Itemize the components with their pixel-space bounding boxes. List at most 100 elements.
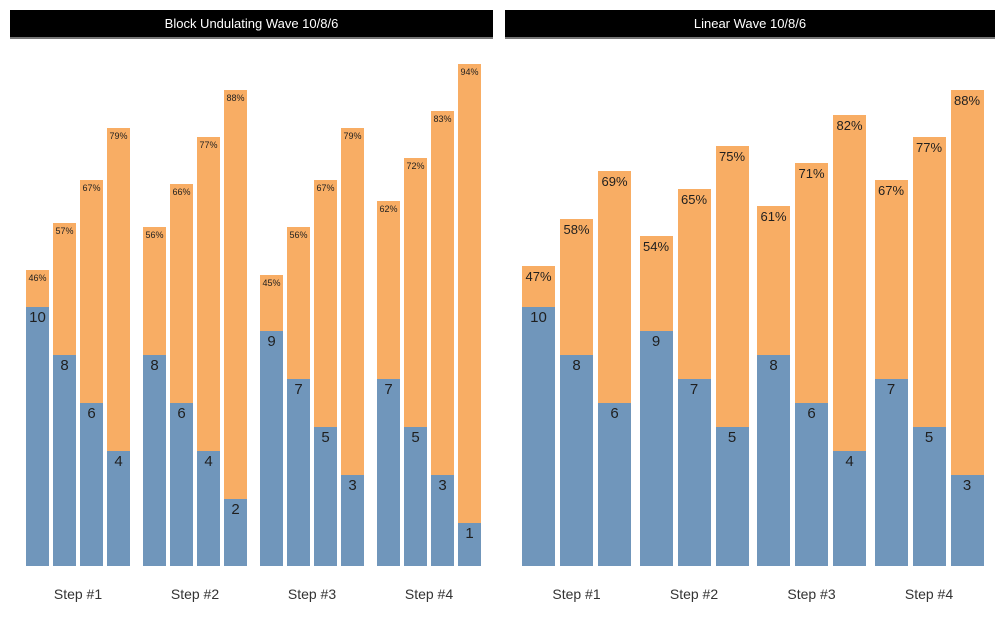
bar-top-segment: 79% xyxy=(341,128,364,475)
pct-label: 66% xyxy=(172,187,191,198)
pct-label: 56% xyxy=(145,230,164,241)
pct-label: 47% xyxy=(525,268,552,284)
pct-label: 67% xyxy=(82,182,101,193)
bar-bottom-segment: 7 xyxy=(874,379,908,566)
bar-top-segment: 45% xyxy=(260,274,283,331)
pct-label: 67% xyxy=(316,182,335,193)
chart-panel-block-undulating-wave: Block Undulating Wave 10/8/6 46% 10 57% 8 67… xyxy=(10,0,493,618)
pct-label: 65% xyxy=(680,191,708,207)
pct-label: 79% xyxy=(343,131,362,142)
bar-bottom-segment: 7 xyxy=(377,379,400,566)
pct-label: 77% xyxy=(199,139,218,150)
reps-label: 6 xyxy=(87,405,96,422)
pct-label: 67% xyxy=(877,182,905,198)
bar-bottom-segment: 5 xyxy=(912,427,946,566)
bar-top-segment: 88% xyxy=(224,89,247,499)
bar-top-segment: 75% xyxy=(715,145,749,427)
bar-bottom-segment: 8 xyxy=(53,355,76,566)
x-axis-step-label: Step #4 xyxy=(404,586,454,602)
bar-top-segment: 67% xyxy=(314,179,337,427)
bar-top-segment: 61% xyxy=(757,205,790,355)
bar-bottom-segment: 6 xyxy=(598,403,631,566)
pct-label: 71% xyxy=(798,165,825,181)
reps-label: 8 xyxy=(769,357,778,374)
pct-label: 62% xyxy=(379,204,398,215)
bar-bottom-segment: 10 xyxy=(26,307,49,566)
bar-bottom-segment: 2 xyxy=(224,499,247,566)
pct-label: 82% xyxy=(836,118,863,134)
bar-bottom-segment: 5 xyxy=(404,427,427,566)
reps-label: 7 xyxy=(689,381,699,398)
x-axis-step-label: Step #2 xyxy=(669,586,719,602)
pct-label: 56% xyxy=(289,230,308,241)
bar-top-segment: 67% xyxy=(80,179,103,403)
bar-bottom-segment: 8 xyxy=(143,355,166,566)
bar-bottom-segment: 9 xyxy=(260,331,283,566)
pct-label: 58% xyxy=(563,221,590,237)
bar-bottom-segment: 10 xyxy=(522,307,555,566)
pct-label: 77% xyxy=(915,139,943,155)
reps-label: 4 xyxy=(845,453,854,470)
pct-label: 94% xyxy=(460,66,479,77)
bar-top-segment: 62% xyxy=(377,201,400,379)
reps-label: 7 xyxy=(886,381,896,398)
chart-title-bar: Linear Wave 10/8/6 xyxy=(505,10,995,39)
reps-label: 8 xyxy=(150,357,159,374)
pct-label: 45% xyxy=(262,277,281,288)
reps-label: 9 xyxy=(267,333,276,350)
reps-label: 8 xyxy=(60,357,69,374)
bar-top-segment: 71% xyxy=(795,162,828,403)
reps-label: 5 xyxy=(924,429,934,446)
pct-label: 88% xyxy=(953,92,981,108)
bar-bottom-segment: 3 xyxy=(431,475,454,566)
reps-label: 10 xyxy=(29,309,46,326)
x-axis-step-label: Step #3 xyxy=(787,586,836,602)
bar-top-segment: 54% xyxy=(639,235,673,331)
x-axis-step-label: Step #3 xyxy=(287,586,337,602)
reps-label: 5 xyxy=(411,429,420,446)
bar-top-segment: 65% xyxy=(677,188,711,379)
pct-label: 54% xyxy=(642,238,670,254)
x-axis-step-label: Step #4 xyxy=(904,586,954,602)
plot-area-linear-wave: 47% 10 58% 8 69% 6 Step #1 54% 9 65% 7 75% 5 Step #2 6… xyxy=(505,0,995,618)
pct-label: 61% xyxy=(760,208,787,224)
bar-bottom-segment: 4 xyxy=(107,451,130,566)
bar-top-segment: 77% xyxy=(912,136,946,427)
pct-label: 46% xyxy=(28,273,47,284)
bar-bottom-segment: 9 xyxy=(639,331,673,566)
pct-label: 69% xyxy=(601,174,628,190)
reps-label: 6 xyxy=(610,405,619,422)
bar-bottom-segment: 6 xyxy=(795,403,828,566)
pct-label: 75% xyxy=(718,148,746,164)
reps-label: 3 xyxy=(438,477,447,494)
reps-label: 5 xyxy=(321,429,330,446)
bar-top-segment: 66% xyxy=(170,184,193,403)
reps-label: 5 xyxy=(727,429,737,446)
bar-top-segment: 88% xyxy=(950,89,984,475)
pct-label: 79% xyxy=(109,131,128,142)
x-axis-step-label: Step #2 xyxy=(170,586,220,602)
reps-label: 6 xyxy=(807,405,816,422)
bar-bottom-segment: 7 xyxy=(677,379,711,566)
bar-top-segment: 69% xyxy=(598,171,631,403)
bar-bottom-segment: 3 xyxy=(950,475,984,566)
reps-label: 7 xyxy=(294,381,303,398)
bar-top-segment: 57% xyxy=(53,222,76,355)
bar-top-segment: 56% xyxy=(287,227,310,379)
bar-bottom-segment: 8 xyxy=(757,355,790,566)
pct-label: 88% xyxy=(226,92,245,103)
bar-bottom-segment: 5 xyxy=(314,427,337,566)
bar-top-segment: 77% xyxy=(197,136,220,451)
reps-label: 2 xyxy=(231,501,240,518)
reps-label: 4 xyxy=(114,453,123,470)
bar-bottom-segment: 5 xyxy=(715,427,749,566)
chart-title: Linear Wave 10/8/6 xyxy=(693,16,807,31)
reps-label: 1 xyxy=(465,525,474,542)
reps-label: 4 xyxy=(204,453,213,470)
bar-top-segment: 83% xyxy=(431,111,454,475)
reps-label: 3 xyxy=(348,477,357,494)
x-axis-step-label: Step #1 xyxy=(552,586,601,602)
bar-top-segment: 67% xyxy=(874,179,908,379)
chart-panel-linear-wave: Linear Wave 10/8/6 47% 10 58% 8 69% 6 Step #1 5… xyxy=(505,0,995,618)
